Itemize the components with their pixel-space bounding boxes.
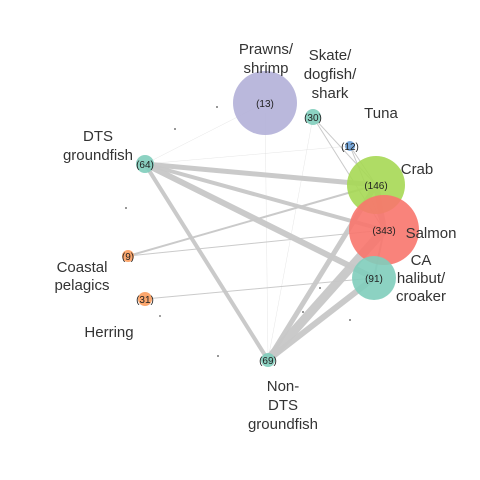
node-count-coastal: (9) bbox=[122, 252, 134, 263]
node-skate bbox=[305, 109, 321, 125]
edge-dts-nondts bbox=[143, 162, 270, 362]
edge-nondts-ca bbox=[265, 275, 377, 363]
placeholder-dot-1 bbox=[174, 128, 176, 130]
placeholder-dots-layer bbox=[125, 106, 351, 357]
node-nondts bbox=[261, 353, 275, 367]
node-label-skate: shark bbox=[312, 85, 349, 102]
node-label-dts: groundfish bbox=[63, 147, 133, 164]
node-count-tuna: (12) bbox=[341, 142, 359, 153]
nodes-layer: (13) (30) (12) (64) (146) (343) (91) (9) (31) (69… bbox=[122, 71, 419, 367]
edge-skate-nondts bbox=[267, 116, 314, 361]
node-label-skate: dogfish/ bbox=[304, 66, 357, 83]
edge-dts-crab bbox=[142, 161, 379, 188]
node-count-skate: (30) bbox=[304, 113, 322, 124]
node-count-prawns: (13) bbox=[256, 99, 274, 110]
node-coastal bbox=[122, 250, 134, 262]
placeholder-dot-5 bbox=[302, 311, 304, 313]
node-prawns bbox=[233, 71, 297, 135]
node-count-crab: (146) bbox=[364, 181, 387, 192]
placeholder-dot-0 bbox=[216, 106, 218, 108]
edge-coastal-crab bbox=[127, 184, 377, 257]
node-label-nondts: Non- bbox=[267, 378, 300, 395]
node-label-salmon: Salmon bbox=[406, 225, 457, 242]
node-label-ca: halibut/ bbox=[397, 270, 446, 287]
node-label-ca: croaker bbox=[396, 288, 446, 305]
edge-unk31-ca bbox=[144, 277, 375, 300]
node-count-nondts: (69) bbox=[259, 356, 277, 367]
node-label-prawns: Prawns/ bbox=[239, 41, 294, 58]
edge-coastal-salmon bbox=[127, 229, 385, 257]
node-label-prawns: shrimp bbox=[243, 60, 288, 77]
node-label-nondts: groundfish bbox=[248, 416, 318, 433]
node-herring bbox=[159, 315, 161, 317]
node-label-coastal: pelagics bbox=[54, 277, 109, 294]
node-dts bbox=[136, 155, 154, 173]
node-unk31 bbox=[138, 292, 152, 306]
node-ca bbox=[352, 256, 396, 300]
edge-dts-tuna bbox=[144, 145, 351, 165]
node-count-unk31: (31) bbox=[136, 295, 154, 306]
node-count-ca: (91) bbox=[365, 274, 383, 285]
node-label-ca: CA bbox=[411, 252, 432, 269]
node-label-herring: Herring bbox=[84, 324, 133, 341]
node-label-nondts: DTS bbox=[268, 397, 298, 414]
placeholder-dot-2 bbox=[125, 207, 127, 209]
placeholder-dot-3 bbox=[217, 355, 219, 357]
edge-prawns-nondts bbox=[264, 102, 269, 361]
node-label-coastal: Coastal bbox=[57, 259, 108, 276]
node-label-dts: DTS bbox=[83, 128, 113, 145]
node-label-tuna: Tuna bbox=[364, 105, 398, 122]
placeholder-dot-6 bbox=[319, 287, 321, 289]
node-tuna bbox=[345, 141, 355, 151]
edge-dts-salmon bbox=[143, 162, 386, 232]
node-salmon bbox=[349, 195, 419, 265]
edge-dts-ca bbox=[142, 161, 377, 281]
node-count-salmon: (343) bbox=[372, 226, 395, 237]
node-count-dts: (64) bbox=[136, 160, 154, 171]
node-label-skate: Skate/ bbox=[309, 47, 352, 64]
placeholder-dot-4 bbox=[349, 319, 351, 321]
labels-layer: Prawns/shrimp Skate/dogfish/shark Tuna DTS g… bbox=[54, 41, 456, 433]
node-label-crab: Crab bbox=[401, 161, 434, 178]
